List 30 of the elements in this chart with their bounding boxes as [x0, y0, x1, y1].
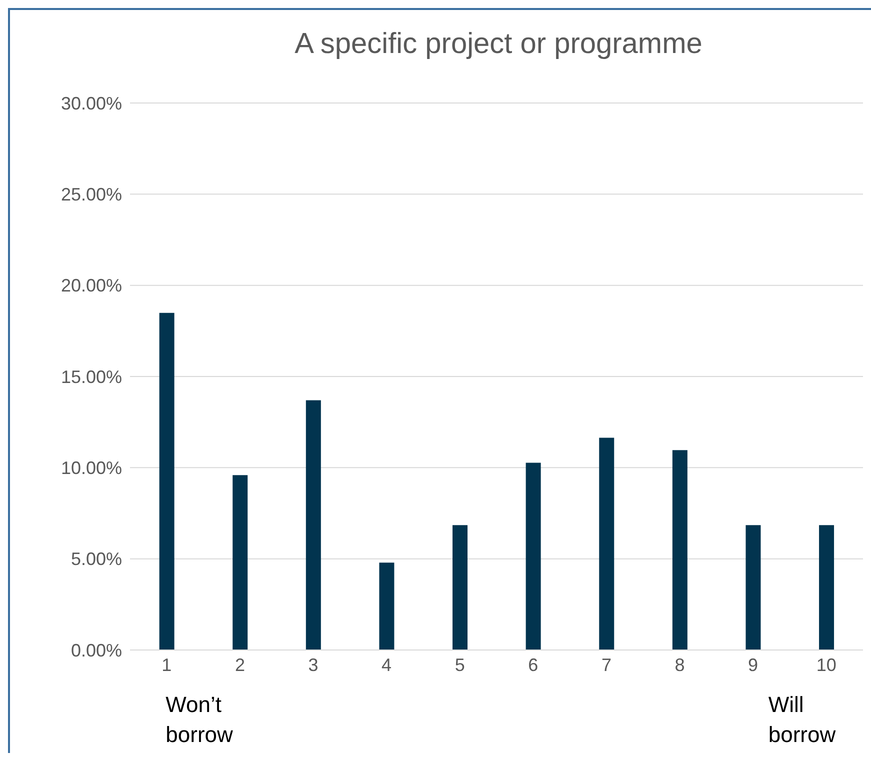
chart-title: A specific project or programme — [294, 28, 704, 61]
y-tick-label: 25.00% — [60, 184, 122, 205]
x-tick-label: 1 — [162, 654, 172, 675]
x-tick-label: 9 — [748, 654, 758, 675]
x-tick-label: 5 — [454, 654, 465, 675]
bar — [746, 525, 761, 650]
x-tick-label: 3 — [308, 654, 318, 675]
x-tick-label: 2 — [234, 654, 245, 675]
bar — [306, 400, 321, 650]
bar — [232, 475, 248, 650]
bar — [159, 312, 174, 650]
bar — [819, 525, 834, 650]
x-tick-label: 10 — [816, 654, 836, 675]
x-tick-label: 4 — [382, 654, 392, 675]
bar — [599, 438, 614, 650]
y-tick-label: 10.00% — [60, 458, 122, 478]
bar — [526, 462, 541, 650]
x-tick-label: 6 — [528, 654, 538, 675]
bar — [452, 525, 468, 650]
y-tick-label: 15.00% — [60, 366, 122, 387]
text: Won’t borrow — [166, 691, 234, 749]
y-tick-label: 20.00% — [60, 276, 122, 296]
x-tick-label: 7 — [601, 654, 612, 675]
bar — [379, 562, 394, 650]
x-tick-label: 8 — [674, 654, 685, 675]
text: Will borrow — [768, 691, 837, 749]
y-tick-label: 5.00% — [70, 549, 122, 570]
y-tick-label: 30.00% — [60, 93, 122, 114]
y-tick-label: 0.00% — [70, 640, 122, 660]
bar — [672, 450, 688, 650]
